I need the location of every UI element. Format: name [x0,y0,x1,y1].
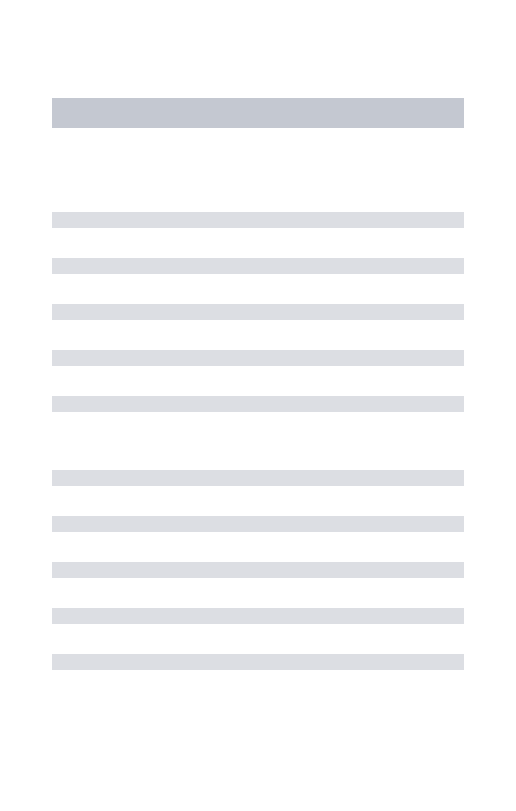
skeleton-section-2 [52,470,464,670]
title-placeholder-bar [52,98,464,128]
skeleton-container [0,98,516,670]
skeleton-line [52,212,464,228]
skeleton-line [52,562,464,578]
skeleton-line [52,304,464,320]
skeleton-line [52,396,464,412]
skeleton-line [52,608,464,624]
skeleton-line [52,258,464,274]
skeleton-section-1 [52,212,464,412]
skeleton-line [52,470,464,486]
skeleton-line [52,516,464,532]
skeleton-line [52,350,464,366]
skeleton-line [52,654,464,670]
